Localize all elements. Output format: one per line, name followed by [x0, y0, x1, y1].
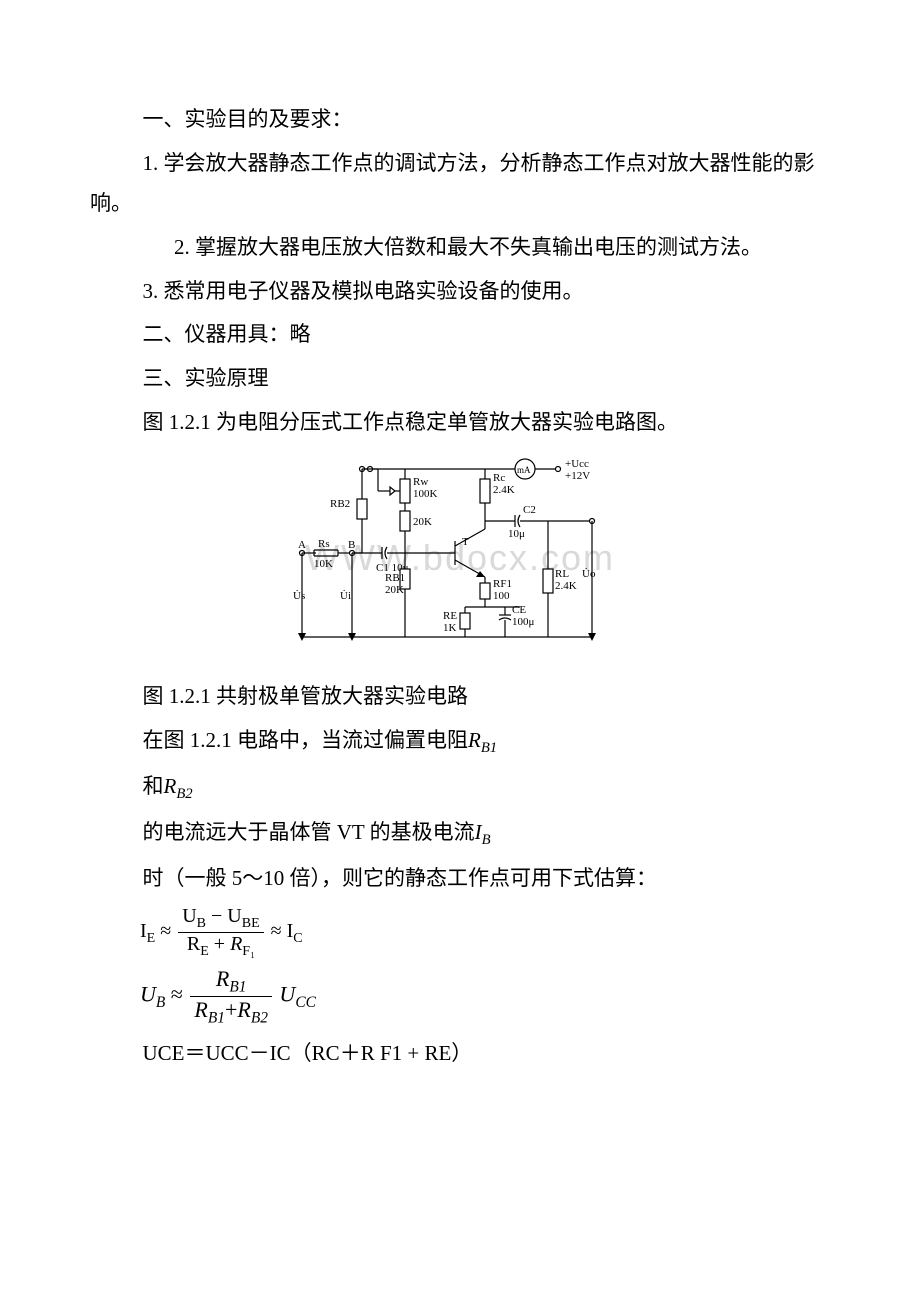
section-3-p2-d: 时（一般 5～10 倍），则它的静态工作点可用下式估算：	[90, 859, 830, 899]
svg-text:+Ucc: +Ucc	[565, 458, 589, 470]
circuit-svg: +Ucc +12V mA Rw 100K RB2 20K	[290, 451, 630, 651]
text-span: 在图 1.2.1 电路中，当流过偏置电阻	[143, 728, 469, 752]
svg-text:U̇s: U̇s	[293, 590, 305, 602]
section-3-title: 三、实验原理	[90, 359, 830, 399]
symbol-rb1-sub: B1	[481, 740, 497, 756]
svg-text:2.4K: 2.4K	[555, 580, 577, 592]
text-span: 的电流远大于晶体管 VT 的基极电流	[143, 820, 475, 844]
svg-text:RB1: RB1	[385, 572, 405, 584]
svg-text:100: 100	[493, 590, 510, 602]
formula-ub: UB ≈ RB1 RB1+RB2 UCC	[140, 966, 830, 1027]
section-1-title: 一、实验目的及要求：	[90, 100, 830, 140]
circuit-figure: WWW.bdocx.com +Ucc +12V mA Rw 100K	[90, 451, 830, 665]
svg-text:10K: 10K	[314, 558, 333, 570]
formula-ie: IE ≈ UB − UBE RE + RF₁ ≈ IC	[140, 905, 830, 960]
svg-text:T: T	[462, 536, 469, 548]
svg-text:+12V: +12V	[565, 470, 590, 482]
symbol-rb2-sub: B2	[176, 786, 192, 802]
svg-text:2.4K: 2.4K	[493, 484, 515, 496]
svg-text:RE: RE	[443, 610, 457, 622]
section-1-item-1: 1. 学会放大器静态工作点的调试方法，分析静态工作点对放大器性能的影响。	[90, 144, 830, 224]
svg-text:RB2: RB2	[330, 498, 350, 510]
symbol-ib: I	[475, 820, 482, 844]
svg-text:A: A	[298, 539, 306, 551]
section-3-p2-c: 的电流远大于晶体管 VT 的基极电流IB	[90, 813, 830, 855]
symbol-rb2: R	[164, 774, 177, 798]
symbol-rb1: R	[468, 728, 481, 752]
svg-text:RF1: RF1	[493, 578, 512, 590]
section-2-title: 二、仪器用具：略	[90, 315, 830, 355]
svg-text:Rs: Rs	[318, 538, 330, 550]
text-span: 和	[143, 774, 164, 798]
svg-text:100μ: 100μ	[512, 616, 535, 628]
svg-text:20K: 20K	[413, 516, 432, 528]
section-1-item-3: 3. 悉常用电子仪器及模拟电路实验设备的使用。	[90, 272, 830, 312]
svg-text:Rc: Rc	[493, 472, 505, 484]
svg-text:U̇i: U̇i	[340, 590, 351, 602]
section-3-p1: 图 1.2.1 为电阻分压式工作点稳定单管放大器实验电路图。	[90, 403, 830, 443]
svg-text:C2: C2	[523, 504, 536, 516]
section-3-p2-a: 在图 1.2.1 电路中，当流过偏置电阻RB1	[90, 721, 830, 763]
svg-text:mA: mA	[517, 465, 531, 475]
svg-text:U̇o: U̇o	[582, 568, 596, 580]
svg-text:1K: 1K	[443, 622, 457, 634]
svg-text:20K: 20K	[385, 584, 404, 596]
formula-uce: UCE＝UCC－IC（RC＋R F1 + RE）	[90, 1034, 830, 1074]
svg-text:CE: CE	[512, 604, 526, 616]
svg-text:Rw: Rw	[413, 476, 428, 488]
svg-text:100K: 100K	[413, 488, 438, 500]
svg-text:B: B	[348, 539, 355, 551]
section-3-p2-b: 和RB2	[90, 767, 830, 809]
symbol-ib-sub: B	[482, 832, 491, 848]
section-1-item-2: 2. 掌握放大器电压放大倍数和最大不失真输出电压的测试方法。	[90, 228, 830, 268]
svg-text:10μ: 10μ	[508, 528, 525, 540]
svg-text:RL: RL	[555, 568, 569, 580]
figure-caption: 图 1.2.1 共射极单管放大器实验电路	[90, 677, 830, 717]
